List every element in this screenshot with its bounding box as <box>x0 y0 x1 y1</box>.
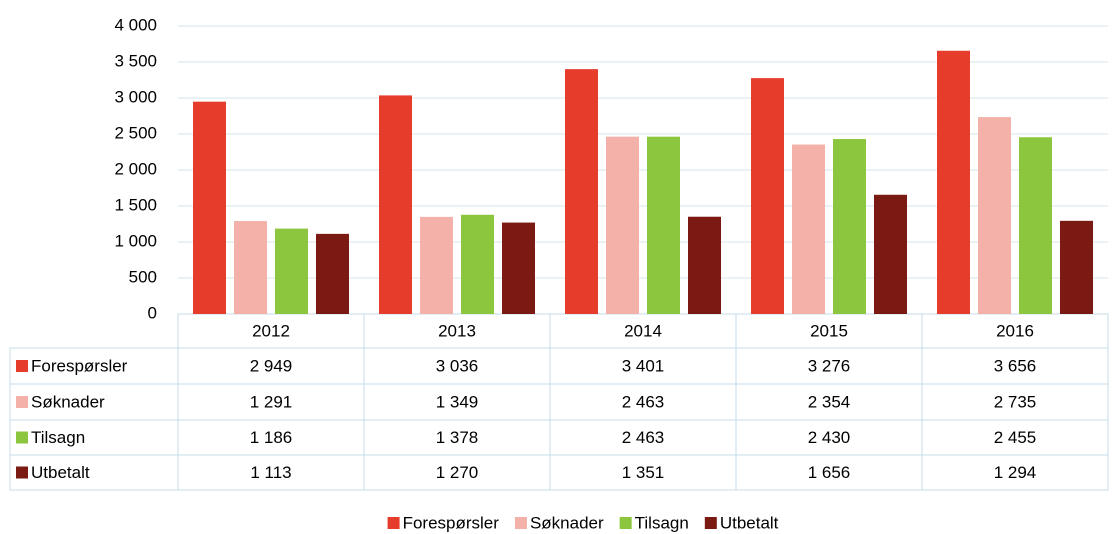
bar <box>461 214 494 314</box>
table-row-label: Søknader <box>31 392 105 411</box>
y-tick-label: 3 000 <box>114 87 157 106</box>
legend-marker <box>704 517 717 529</box>
legend-marker <box>514 517 527 529</box>
bar <box>792 144 825 314</box>
bar <box>1019 137 1052 314</box>
table-value: 1 378 <box>436 428 479 447</box>
x-tick-label: 2015 <box>810 321 848 340</box>
table-value: 1 351 <box>622 463 665 482</box>
table-border <box>9 347 1109 491</box>
bar <box>751 78 784 315</box>
bar <box>316 233 349 314</box>
table-legend-marker <box>16 360 28 372</box>
bar <box>193 101 226 314</box>
table-legend-marker <box>16 396 28 408</box>
legend-label: Tilsagn <box>635 513 689 532</box>
table-value: 2 430 <box>808 428 851 447</box>
bar <box>647 136 680 314</box>
x-tick-label: 2016 <box>996 321 1034 340</box>
y-tick-label: 3 500 <box>114 51 157 70</box>
bar <box>565 69 598 315</box>
table-value: 1 270 <box>436 463 479 482</box>
x-tick-label: 2012 <box>252 321 290 340</box>
bar <box>833 139 866 314</box>
table-value: 2 463 <box>622 392 665 411</box>
legend-label: Søknader <box>530 513 604 532</box>
bar <box>606 136 639 314</box>
bar <box>275 228 308 314</box>
table-value: 1 113 <box>250 463 291 482</box>
table-row-label: Utbetalt <box>31 463 90 482</box>
table-legend-marker <box>16 431 28 444</box>
legend-label: Utbetalt <box>720 513 779 532</box>
bar <box>937 50 970 314</box>
y-tick-label: 4 000 <box>114 15 157 34</box>
legend-marker <box>619 517 632 529</box>
x-tick-label: 2014 <box>624 321 662 340</box>
table-legend-marker <box>16 466 28 479</box>
table-value: 1 186 <box>250 428 293 447</box>
y-tick-label: 2 500 <box>114 123 157 142</box>
bar <box>379 95 412 315</box>
y-tick-label: 1 500 <box>114 195 157 214</box>
bar <box>1060 220 1093 314</box>
table-value: 1 656 <box>808 463 851 482</box>
table-value: 3 401 <box>622 356 665 375</box>
table-row-label: Tilsagn <box>31 428 85 447</box>
bar <box>978 117 1011 314</box>
y-tick-label: 0 <box>148 303 157 322</box>
table-value: 1 349 <box>436 392 479 411</box>
y-tick-label: 2 000 <box>114 159 157 178</box>
legend-label: Forespørsler <box>403 513 500 532</box>
table-value: 2 735 <box>994 392 1037 411</box>
bar <box>234 221 267 314</box>
table-row-label: Forespørsler <box>31 356 128 375</box>
bar <box>502 222 535 314</box>
table-value: 2 354 <box>808 392 851 411</box>
table-value: 3 036 <box>436 356 479 375</box>
table-value: 3 276 <box>808 356 851 375</box>
x-tick-label: 2013 <box>438 321 476 340</box>
legend-marker <box>387 517 400 529</box>
bar <box>688 216 721 314</box>
bar <box>420 216 453 314</box>
y-tick-label: 1 000 <box>114 231 157 250</box>
table-value: 2 455 <box>994 428 1037 447</box>
table-value: 1 294 <box>994 463 1037 482</box>
y-tick-label: 500 <box>129 267 157 286</box>
table-value: 2 949 <box>250 356 293 375</box>
table-value: 1 291 <box>250 392 293 411</box>
table-value: 3 656 <box>994 356 1037 375</box>
bar <box>874 194 907 314</box>
table-value: 2 463 <box>622 428 665 447</box>
